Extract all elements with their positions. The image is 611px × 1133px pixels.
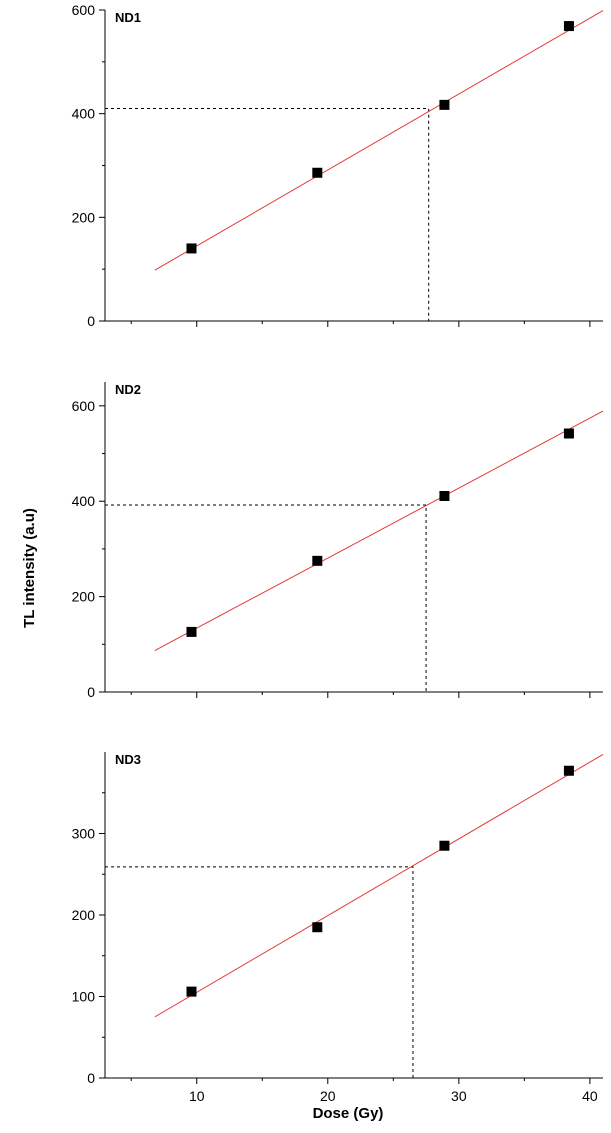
y-tick-label: 0 bbox=[87, 313, 95, 329]
y-tick-label: 400 bbox=[72, 106, 96, 122]
dashed-guide-line bbox=[105, 107, 430, 321]
x-tick-label: 10 bbox=[189, 1088, 205, 1104]
y-tick-label: 600 bbox=[72, 2, 96, 18]
y-tick-label: 100 bbox=[72, 989, 96, 1005]
dashed-guide-line bbox=[105, 504, 427, 692]
data-point bbox=[563, 428, 574, 439]
dashed-guide-line bbox=[105, 866, 414, 1078]
data-point bbox=[312, 167, 323, 178]
data-point bbox=[439, 840, 450, 851]
x-tick-label: 20 bbox=[320, 1088, 336, 1104]
data-point bbox=[312, 922, 323, 933]
linear-fit-line bbox=[154, 410, 604, 651]
data-point bbox=[563, 765, 574, 776]
y-tick-label: 600 bbox=[72, 398, 96, 414]
panel-label: ND1 bbox=[115, 10, 141, 25]
y-tick-label: 0 bbox=[87, 1070, 95, 1086]
data-point bbox=[186, 243, 197, 254]
data-point bbox=[563, 21, 574, 32]
data-point bbox=[186, 626, 197, 637]
y-tick-label: 200 bbox=[72, 907, 96, 923]
panel-nd2: 0 200 400 600 ND2 bbox=[72, 382, 604, 700]
panel-nd1: 0 200 400 600 ND1 bbox=[72, 2, 604, 329]
y-axis-title: TL intensity (a.u) bbox=[21, 508, 38, 628]
panel-nd3: 0 100 200 300 10 20 30 40 ND3 bbox=[72, 752, 604, 1104]
linear-fit-line bbox=[154, 10, 604, 271]
y-tick-label: 300 bbox=[72, 826, 96, 842]
panel-label: ND3 bbox=[115, 752, 141, 767]
data-point bbox=[439, 99, 450, 110]
data-point bbox=[312, 555, 323, 566]
panel-label: ND2 bbox=[115, 382, 141, 397]
x-tick-label: 40 bbox=[582, 1088, 598, 1104]
y-tick-label: 400 bbox=[72, 493, 96, 509]
data-point bbox=[439, 490, 450, 501]
x-tick-label: 30 bbox=[451, 1088, 467, 1104]
data-point bbox=[186, 986, 197, 997]
y-tick-label: 200 bbox=[72, 209, 96, 225]
y-tick-label: 0 bbox=[87, 684, 95, 700]
x-axis-title: Dose (Gy) bbox=[313, 1105, 384, 1122]
linear-fit-line bbox=[154, 754, 604, 1018]
y-tick-label: 200 bbox=[72, 589, 96, 605]
